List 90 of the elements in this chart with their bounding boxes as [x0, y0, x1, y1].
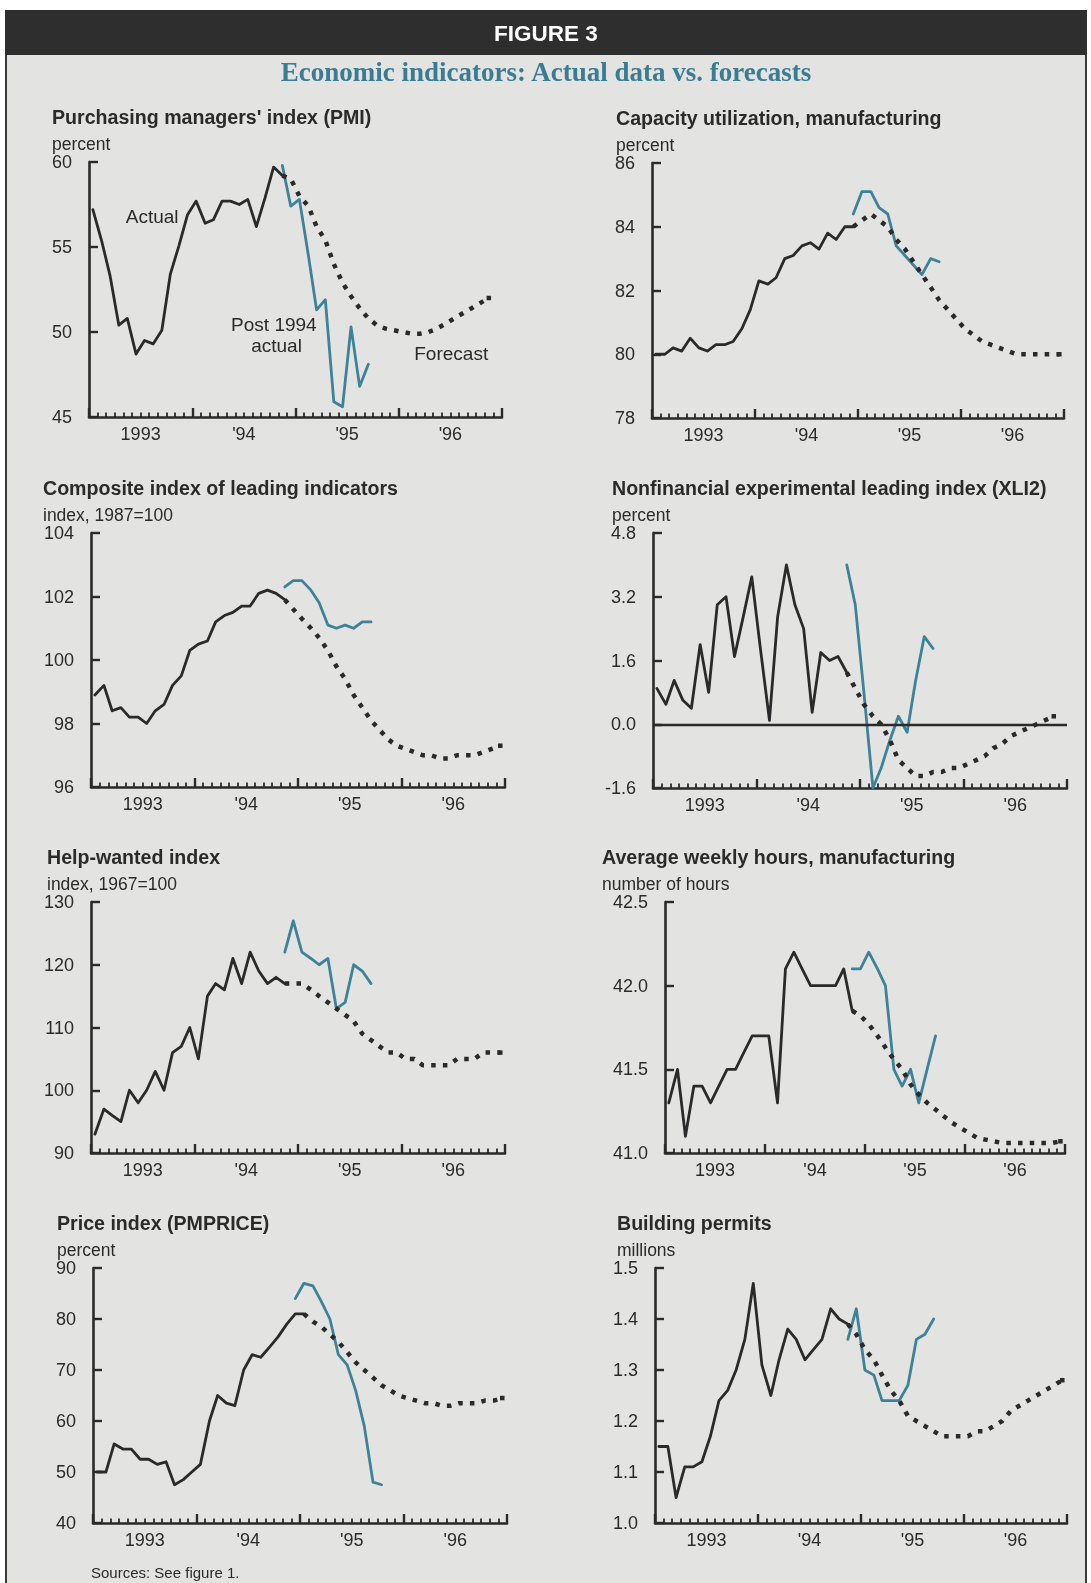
series-label: Post 1994 actual — [231, 313, 322, 356]
y-axis-title: percent — [612, 504, 671, 525]
y-tick-label: 120 — [43, 954, 74, 975]
y-tick-label: 41.5 — [612, 1059, 648, 1080]
y-tick-label: 41.0 — [612, 1143, 648, 1163]
y-tick-label: 40 — [55, 1513, 76, 1533]
y-tick-label: 45 — [51, 407, 72, 427]
source-note: Sources: See figure 1. — [91, 1563, 240, 1581]
y-axis-title: percent — [57, 1239, 116, 1260]
chart-title: Nonfinancial experimental leading index (XLI2) — [612, 477, 1047, 499]
y-tick-label: 60 — [55, 1411, 76, 1431]
y-tick-label: 90 — [53, 1143, 74, 1163]
y-tick-label: 98 — [53, 713, 74, 734]
y-tick-label: 100 — [43, 1080, 74, 1101]
x-tick-label: '96 — [1003, 795, 1027, 815]
y-tick-label: 1.1 — [612, 1462, 638, 1482]
x-tick-label: '96 — [443, 1530, 467, 1550]
x-tick-label: '95 — [338, 1160, 362, 1180]
y-tick-label: 42.0 — [612, 975, 648, 996]
chart-title: Help-wanted index — [47, 846, 221, 868]
y-tick-label: 78 — [614, 408, 635, 428]
x-tick-label: '95 — [903, 1160, 927, 1180]
chart-title: Average weekly hours, manufacturing — [602, 846, 956, 868]
y-tick-label: 70 — [55, 1360, 76, 1380]
x-tick-label: '95 — [897, 425, 922, 445]
y-tick-label: 1.2 — [612, 1411, 638, 1431]
y-axis-title: percent — [616, 134, 675, 155]
y-tick-label: 102 — [43, 586, 74, 607]
x-tick-label: 1993 — [124, 1530, 165, 1550]
y-tick-label: 50 — [55, 1462, 76, 1482]
x-tick-label: '95 — [335, 424, 359, 444]
x-tick-label: 1993 — [686, 1530, 727, 1550]
x-tick-label: '95 — [340, 1530, 364, 1550]
y-tick-label: 1.6 — [610, 650, 636, 671]
x-tick-label: 1993 — [122, 794, 163, 814]
x-tick-label: '96 — [1000, 425, 1025, 445]
x-tick-label: '96 — [1003, 1160, 1027, 1180]
x-tick-label: '94 — [803, 1160, 827, 1180]
x-tick-label: '94 — [234, 794, 258, 814]
text: FIGURE 3 — [494, 21, 598, 46]
y-tick-label: 1.4 — [612, 1309, 638, 1329]
x-tick-label: '94 — [232, 424, 256, 444]
y-tick-label: 1.0 — [612, 1513, 638, 1533]
y-axis-title: number of hours — [602, 873, 730, 894]
chart-title: Purchasing managers' index (PMI) — [52, 106, 372, 128]
chart-title: Composite index of leading indicators — [43, 477, 399, 499]
series-label: Forecast — [414, 342, 489, 364]
y-axis-title: index, 1967=100 — [47, 873, 178, 894]
x-tick-label: '96 — [1003, 1530, 1028, 1550]
y-tick-label: 1.5 — [612, 1258, 638, 1278]
x-tick-label: 1993 — [120, 424, 161, 444]
x-tick-label: 1993 — [683, 425, 724, 445]
x-tick-label: 1993 — [684, 795, 725, 815]
y-tick-label: 42.5 — [612, 892, 648, 912]
x-tick-label: '94 — [797, 1530, 822, 1550]
chart-title: Capacity utilization, manufacturing — [616, 107, 942, 129]
chart-title: Building permits — [617, 1212, 772, 1234]
y-tick-label: 100 — [43, 650, 74, 670]
x-tick-label: '94 — [236, 1530, 260, 1550]
y-axis-title: index, 1987=100 — [43, 504, 174, 525]
y-tick-label: -1.6 — [604, 778, 636, 798]
y-tick-label: 110 — [45, 1017, 74, 1038]
x-tick-label: 1993 — [122, 1160, 163, 1180]
x-tick-label: '95 — [900, 1530, 925, 1550]
x-tick-label: '96 — [441, 1160, 465, 1180]
y-tick-label: 96 — [53, 777, 74, 797]
x-tick-label: '95 — [338, 794, 362, 814]
y-axis-title: percent — [52, 133, 111, 154]
x-tick-label: '96 — [441, 794, 465, 814]
y-tick-label: 1.3 — [612, 1360, 638, 1380]
chart-title: Price index (PMPRICE) — [57, 1212, 270, 1234]
y-tick-label: 55 — [51, 237, 72, 257]
x-tick-label: '94 — [234, 1160, 258, 1180]
x-tick-label: '96 — [438, 424, 463, 444]
text: Economic indicators: Actual data vs. forecasts — [280, 57, 812, 87]
y-axis-title: millions — [617, 1239, 676, 1260]
x-tick-label: '95 — [900, 795, 924, 815]
y-tick-label: 3.2 — [610, 586, 636, 607]
y-tick-label: 104 — [43, 523, 74, 543]
y-tick-label: 80 — [614, 344, 635, 365]
series-label: Actual — [125, 205, 179, 227]
y-tick-label: 0.0 — [610, 714, 636, 735]
x-tick-label: '94 — [796, 795, 820, 815]
y-tick-label: 130 — [43, 892, 74, 912]
x-tick-label: 1993 — [694, 1160, 736, 1180]
y-tick-label: 80 — [55, 1309, 76, 1329]
y-tick-label: 82 — [614, 280, 635, 301]
y-tick-label: 84 — [614, 216, 635, 237]
x-tick-label: '94 — [794, 425, 819, 445]
y-tick-label: 50 — [51, 322, 72, 342]
